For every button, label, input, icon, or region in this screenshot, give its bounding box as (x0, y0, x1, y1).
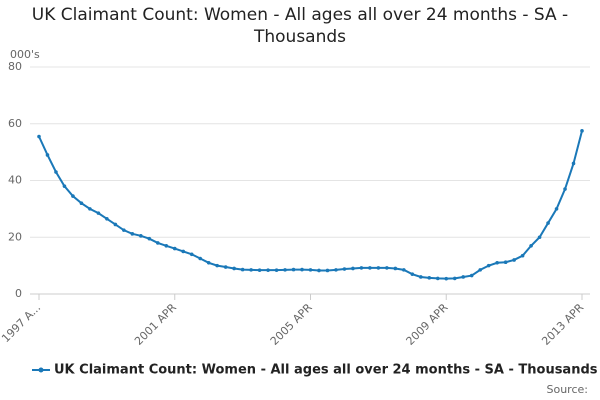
point (435, 276, 440, 281)
y-tick-label: 80 (8, 60, 22, 73)
point (571, 161, 576, 166)
point (45, 153, 50, 157)
y-tick-label: 0 (15, 287, 22, 300)
point (198, 256, 203, 261)
point (402, 268, 406, 272)
point (155, 241, 160, 245)
point (486, 263, 491, 268)
source: Source: (547, 383, 589, 396)
y-axis-label: 000's (10, 48, 40, 61)
point (266, 268, 270, 272)
point (189, 252, 194, 257)
point (54, 170, 58, 174)
point (215, 263, 219, 268)
point (308, 268, 313, 272)
x-tick-label: 2001 APR (132, 301, 179, 348)
point (342, 267, 347, 271)
point (469, 273, 474, 278)
point (410, 272, 415, 276)
x-tick-label: 2005 APR (268, 301, 315, 348)
point (122, 228, 126, 232)
point (529, 243, 533, 248)
point (300, 267, 304, 272)
point (232, 266, 236, 271)
point (79, 201, 84, 205)
point (325, 268, 330, 273)
point (113, 222, 118, 227)
point (37, 134, 41, 139)
point (478, 268, 482, 272)
point (181, 249, 186, 254)
point (334, 268, 338, 272)
point (317, 268, 321, 273)
point (283, 268, 287, 272)
point (164, 243, 169, 248)
point (291, 267, 296, 272)
y-tick-label: 60 (8, 117, 22, 130)
point (274, 268, 279, 272)
point (359, 266, 364, 270)
point (257, 268, 262, 272)
x-tick-label: 1997 A... (0, 301, 43, 345)
point (62, 184, 67, 188)
point (512, 258, 516, 262)
point (368, 266, 372, 270)
point (88, 207, 92, 211)
point (537, 235, 542, 240)
point (427, 276, 432, 280)
legend-label: UK Claimant Count: Women - All ages all … (54, 363, 598, 378)
point (580, 129, 584, 133)
y-tick-label: 20 (8, 230, 22, 243)
x-tick-label: 2009 APR (404, 301, 451, 348)
point (452, 276, 457, 281)
point (461, 275, 466, 279)
point (130, 232, 135, 236)
y-tick-label: 40 (8, 174, 22, 187)
point (520, 253, 525, 258)
point (351, 266, 355, 271)
x-tick-label: 2013 APR (539, 301, 586, 348)
point (385, 266, 389, 270)
point (495, 260, 499, 265)
point (563, 187, 567, 191)
point (444, 276, 449, 281)
point (249, 268, 253, 272)
point (223, 265, 228, 269)
point (393, 266, 398, 271)
legend-marker (38, 367, 44, 373)
point (147, 236, 152, 241)
point (206, 260, 211, 265)
point (105, 217, 109, 221)
point (376, 266, 381, 270)
point (546, 221, 550, 225)
point (96, 211, 101, 215)
point (240, 267, 245, 272)
point (418, 275, 423, 279)
point (71, 194, 75, 198)
chart-title: UK Claimant Count: Women - All ages all … (31, 5, 569, 47)
point (172, 246, 177, 251)
point (554, 207, 559, 211)
line (38, 130, 583, 280)
point (139, 234, 143, 238)
point (503, 260, 508, 265)
